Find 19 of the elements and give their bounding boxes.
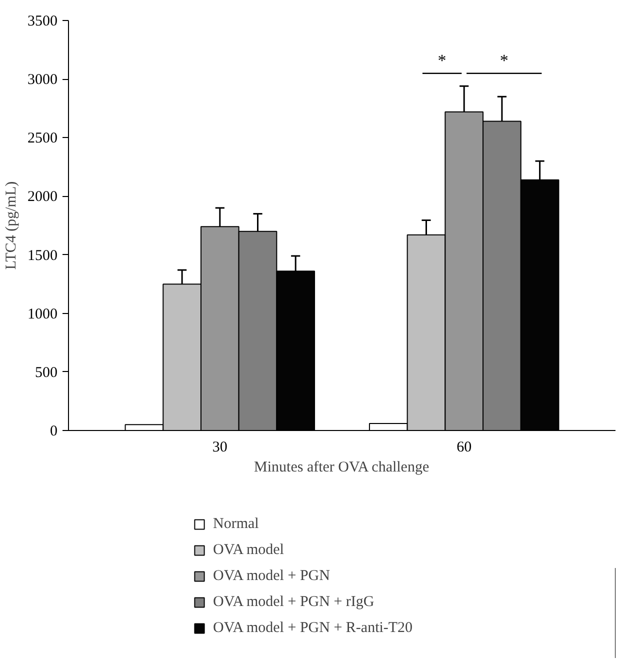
y-tick-label: 2000 xyxy=(28,189,58,206)
y-axis-title: LTC4 (pg/mL) xyxy=(4,181,20,270)
y-tick-label: 3000 xyxy=(28,72,58,88)
y-tick-label: 3500 xyxy=(28,14,58,30)
y-tick-label: 500 xyxy=(35,364,58,381)
legend-label: Normal xyxy=(213,514,259,534)
y-tick-label: 1500 xyxy=(28,248,58,264)
y-tick-label: 2500 xyxy=(28,130,58,147)
annotation: * xyxy=(500,51,508,70)
x-axis-title: Minutes after OVA challenge xyxy=(254,460,430,476)
x-tick-label: 60 xyxy=(456,440,472,456)
x-tick-label: 30 xyxy=(212,440,228,456)
y-tick-label: 1000 xyxy=(28,306,58,322)
legend-label: OVA model xyxy=(213,540,284,560)
legend-label: OVA model + PGN + R-anti-T20 xyxy=(213,618,413,638)
legend-label: OVA model + PGN xyxy=(213,566,330,586)
legend-label: OVA model + PGN + rIgG xyxy=(213,592,374,612)
annotation: * xyxy=(438,51,446,70)
y-tick-label: 0 xyxy=(50,424,58,440)
